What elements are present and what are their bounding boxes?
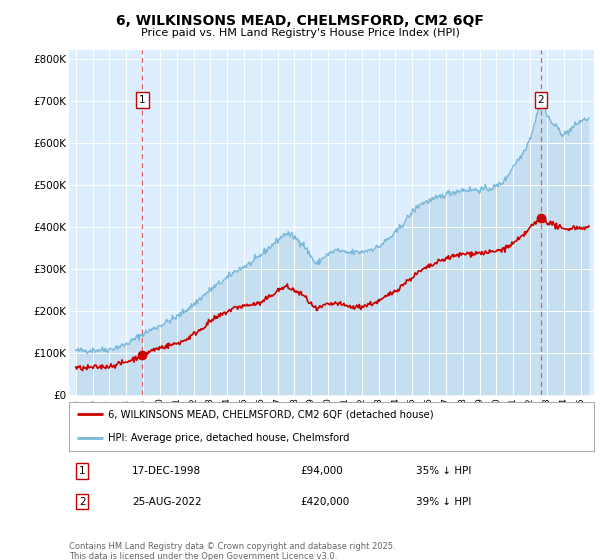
Text: HPI: Average price, detached house, Chelmsford: HPI: Average price, detached house, Chel…	[109, 433, 350, 443]
Text: £420,000: £420,000	[300, 497, 349, 507]
Text: 6, WILKINSONS MEAD, CHELMSFORD, CM2 6QF: 6, WILKINSONS MEAD, CHELMSFORD, CM2 6QF	[116, 14, 484, 28]
Text: 25-AUG-2022: 25-AUG-2022	[132, 497, 202, 507]
Text: 39% ↓ HPI: 39% ↓ HPI	[415, 497, 471, 507]
Text: Price paid vs. HM Land Registry's House Price Index (HPI): Price paid vs. HM Land Registry's House …	[140, 28, 460, 38]
Text: 1: 1	[79, 466, 85, 476]
Text: 2: 2	[79, 497, 85, 507]
Text: 1: 1	[139, 95, 146, 105]
Text: 2: 2	[538, 95, 544, 105]
Text: Contains HM Land Registry data © Crown copyright and database right 2025.
This d: Contains HM Land Registry data © Crown c…	[69, 542, 395, 560]
Text: 17-DEC-1998: 17-DEC-1998	[132, 466, 201, 476]
Text: 6, WILKINSONS MEAD, CHELMSFORD, CM2 6QF (detached house): 6, WILKINSONS MEAD, CHELMSFORD, CM2 6QF …	[109, 409, 434, 419]
Text: 35% ↓ HPI: 35% ↓ HPI	[415, 466, 471, 476]
Text: £94,000: £94,000	[300, 466, 343, 476]
